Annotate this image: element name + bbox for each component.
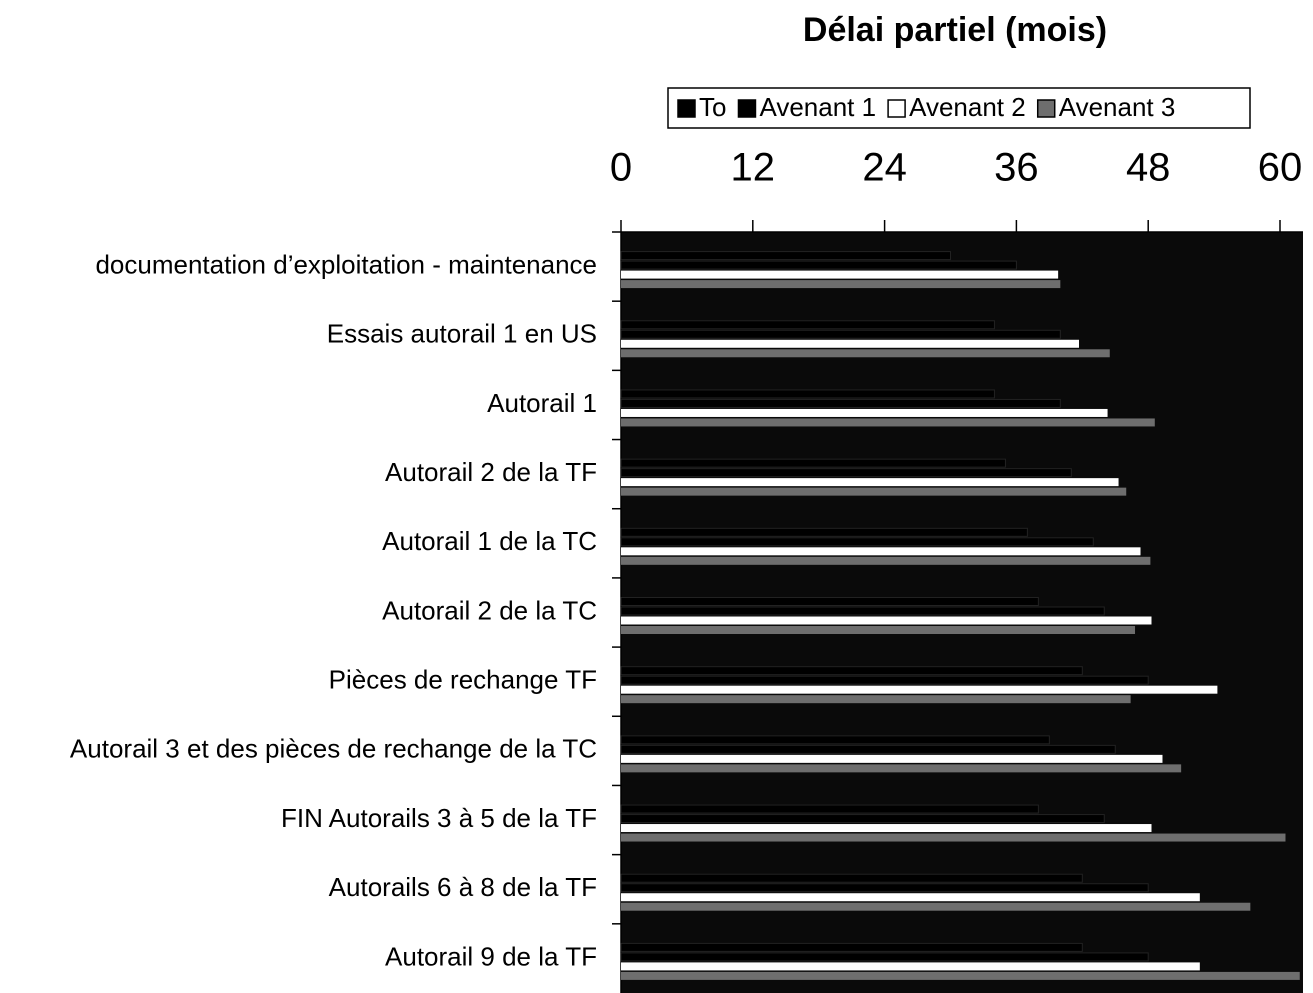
bar	[620, 389, 995, 399]
bar	[620, 458, 1006, 468]
legend-label: Avenant 3	[1059, 92, 1176, 122]
bar	[620, 251, 951, 261]
bar	[620, 814, 1105, 824]
bar	[621, 339, 1080, 348]
legend-label: Avenant 1	[759, 92, 876, 122]
bar	[621, 556, 1151, 565]
bar	[620, 675, 1149, 685]
legend-swatch	[677, 99, 696, 118]
x-tick-label: 36	[994, 146, 1039, 190]
bar	[620, 942, 1083, 952]
y-tick-label: Autorail 1 de la TC	[382, 526, 597, 556]
y-tick-label: Autorail 9 de la TF	[385, 941, 597, 971]
bar	[620, 329, 1061, 339]
x-tick-label: 24	[862, 146, 907, 190]
bar	[620, 883, 1149, 893]
y-tick-label: documentation d’exploitation - maintenan…	[95, 249, 597, 279]
bar	[621, 962, 1200, 971]
bar	[621, 408, 1108, 417]
bar	[621, 349, 1110, 358]
legend-swatch	[1036, 99, 1056, 118]
y-tick-label: Autorail 3 et des pièces de rechange de …	[70, 734, 597, 764]
bar	[620, 606, 1105, 616]
bar	[620, 952, 1149, 962]
legend: To Avenant 1 Avenant 2 Avenant 3	[667, 87, 1251, 129]
bar	[621, 626, 1136, 634]
bar	[621, 270, 1059, 279]
bar	[621, 280, 1061, 289]
bar	[621, 971, 1300, 980]
y-tick-label: Autorails 6 à 8 de la TF	[329, 872, 597, 902]
bar	[620, 537, 1094, 547]
y-tick-label: Autorail 1	[487, 388, 597, 418]
bar	[620, 666, 1083, 676]
bar	[621, 418, 1155, 427]
y-tick-label: Essais autorail 1 en US	[327, 319, 597, 349]
bar	[621, 685, 1218, 694]
x-tick-label: 60	[1258, 146, 1303, 190]
bar	[621, 547, 1141, 556]
y-tick-label: Pièces de rechange TF	[329, 665, 597, 695]
bar	[620, 597, 1039, 606]
bar	[621, 764, 1182, 773]
legend-swatch	[737, 99, 757, 118]
bar	[620, 735, 1050, 745]
bar	[621, 478, 1119, 487]
chart-title: Délai partiel (mois)	[803, 11, 1107, 49]
bar	[621, 833, 1286, 842]
bar	[621, 616, 1152, 625]
bar	[620, 260, 1017, 270]
bar	[620, 744, 1116, 754]
legend-label: To	[699, 92, 726, 122]
bar	[620, 398, 1061, 408]
bar	[621, 824, 1152, 833]
bar	[620, 873, 1083, 883]
bar	[620, 468, 1072, 478]
x-tick-label: 0	[610, 146, 632, 190]
legend-label: Avenant 2	[909, 92, 1026, 122]
legend-swatch	[887, 99, 906, 118]
x-tick-label: 12	[731, 146, 776, 190]
bar	[621, 902, 1251, 911]
bar	[620, 527, 1028, 537]
bar	[620, 320, 995, 330]
bar	[621, 893, 1200, 902]
y-tick-label: FIN Autorails 3 à 5 de la TF	[281, 803, 597, 833]
bar	[621, 695, 1131, 704]
legend-box	[667, 87, 1251, 129]
bar	[621, 487, 1127, 496]
y-tick-label: Autorail 2 de la TF	[385, 457, 597, 487]
bar	[621, 754, 1163, 763]
x-tick-label: 48	[1126, 146, 1171, 190]
bar	[620, 804, 1039, 814]
y-tick-label: Autorail 2 de la TC	[382, 595, 597, 625]
